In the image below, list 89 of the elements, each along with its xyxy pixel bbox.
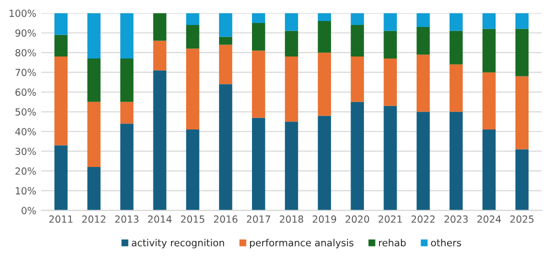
bar	[120, 124, 134, 210]
bar	[482, 28, 496, 72]
x-tick-label: 2022	[412, 215, 435, 223]
bar	[186, 130, 200, 210]
bar	[450, 112, 463, 210]
bar	[219, 36, 232, 45]
x-tick-label: 2018	[280, 215, 304, 223]
x-tick-label: 2025	[510, 215, 534, 223]
bar	[284, 30, 298, 57]
bar	[384, 13, 397, 31]
bar	[87, 102, 101, 168]
bar	[219, 84, 232, 210]
bar	[482, 72, 496, 130]
bar	[318, 21, 332, 53]
bar	[153, 13, 166, 41]
y-tick-label: 50%	[16, 108, 36, 116]
y-tick-label: 100%	[10, 10, 36, 17]
bar	[219, 44, 232, 84]
x-tick-label: 2015	[181, 215, 204, 223]
x-tick-label: 2024	[477, 215, 501, 223]
bar	[384, 30, 397, 59]
bar	[384, 58, 397, 106]
x-tick-label: 2011	[49, 215, 72, 223]
x-tick-label: 2013	[115, 215, 138, 223]
bar	[515, 28, 529, 76]
bar	[252, 50, 266, 118]
legend-label: activity recognition	[132, 238, 224, 248]
bar	[120, 58, 134, 102]
bar	[54, 145, 68, 210]
bar	[153, 70, 166, 210]
legend-label: performance analysis	[250, 238, 354, 248]
bar	[186, 24, 200, 49]
bar	[350, 56, 364, 102]
y-tick-label: 70%	[16, 68, 36, 76]
y-tick-label: 30%	[16, 148, 36, 156]
bar	[252, 13, 266, 24]
bar	[252, 23, 266, 51]
bar	[350, 24, 364, 57]
bar	[515, 149, 529, 210]
bar	[120, 13, 134, 59]
bar	[87, 13, 101, 59]
y-tick-label: 40%	[15, 128, 36, 136]
bar	[186, 13, 200, 25]
bar	[416, 54, 430, 112]
x-tick-label: 2014	[148, 215, 172, 223]
x-tick-label: 2019	[312, 215, 336, 223]
bar	[120, 102, 134, 124]
x-tick-label: 2023	[444, 215, 468, 223]
bar	[350, 102, 364, 210]
bar	[416, 26, 430, 55]
x-tick-label: 2016	[214, 215, 238, 223]
y-tick-label: 10%	[16, 187, 36, 195]
bar	[515, 76, 529, 150]
bar	[284, 13, 298, 31]
bar	[450, 30, 463, 64]
bar	[318, 52, 332, 116]
y-tick-label: 90%	[15, 29, 36, 37]
bar	[54, 56, 68, 146]
bar	[450, 13, 463, 31]
y-tick-label: 20%	[15, 167, 36, 175]
bar	[416, 13, 430, 27]
y-tick-label: 80%	[15, 49, 36, 56]
bar	[252, 118, 266, 210]
bar	[482, 130, 496, 210]
bar	[416, 112, 430, 210]
bar	[87, 167, 101, 210]
bar	[219, 13, 232, 37]
bar	[450, 64, 463, 112]
bar	[318, 116, 332, 210]
x-tick-label: 2012	[82, 215, 106, 223]
legend-label: rehab	[379, 238, 406, 246]
bar	[87, 58, 101, 102]
bar	[515, 13, 529, 29]
bar	[54, 13, 68, 35]
bar	[350, 13, 364, 25]
x-tick-label: 2021	[378, 215, 402, 223]
x-tick-label: 2017	[246, 215, 270, 223]
legend-label: others	[431, 238, 462, 246]
y-tick-label: 0%	[22, 206, 36, 214]
bar	[54, 34, 68, 57]
bar	[186, 48, 200, 130]
bar	[284, 122, 298, 210]
y-tick-label: 60%	[15, 88, 36, 96]
x-tick-label: 2020	[346, 215, 370, 223]
bar	[482, 13, 496, 29]
bar	[384, 106, 397, 210]
bar	[318, 13, 332, 22]
bar	[284, 56, 298, 122]
bar	[153, 40, 166, 70]
